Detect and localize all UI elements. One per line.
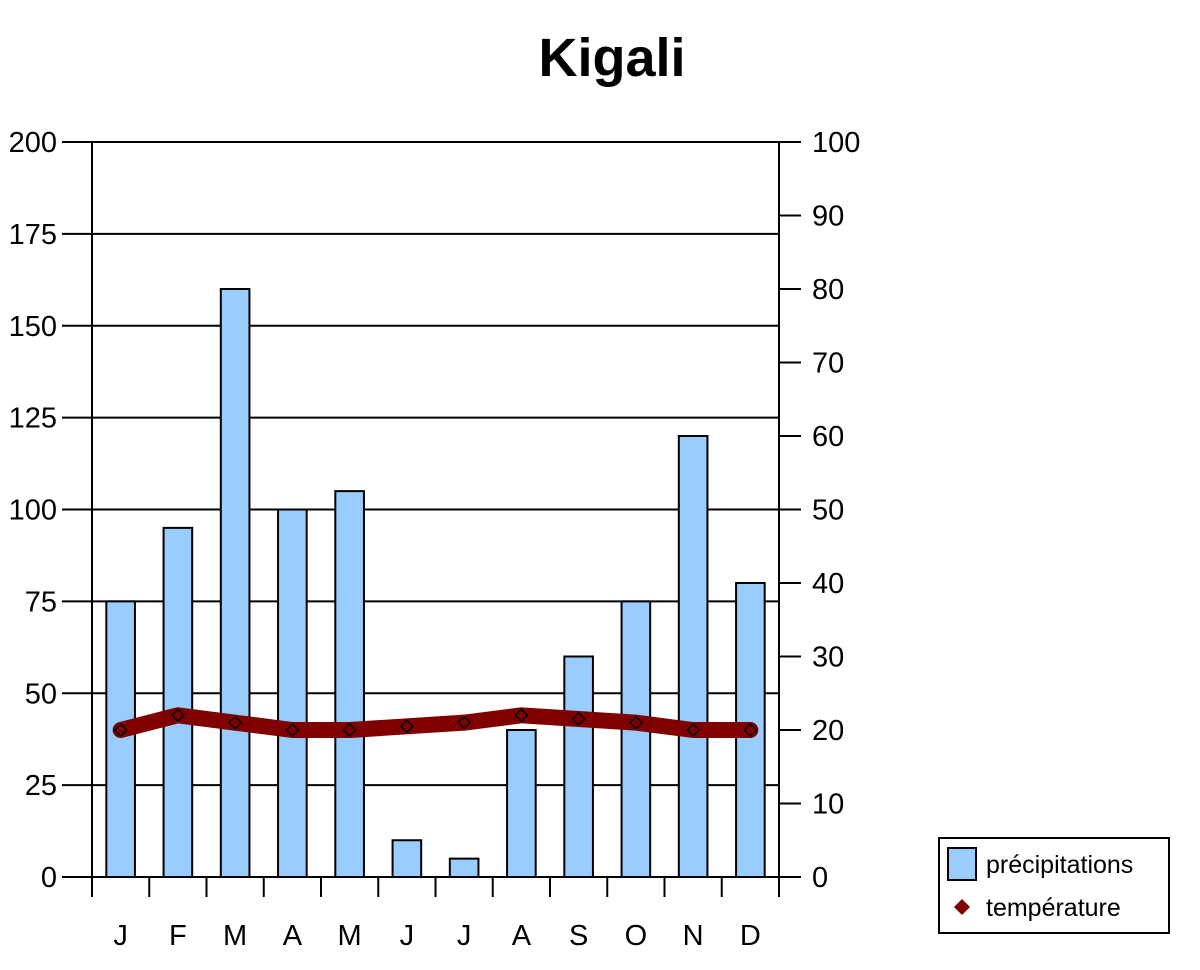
bar-precipitation [563,655,594,878]
temperature-point [457,715,472,730]
right-axis-tick-label: 90 [812,201,844,233]
left-axis-tick-label: 75 [25,586,57,618]
bar-precipitation [162,526,194,878]
right-axis-tick-label: 60 [812,421,844,453]
x-axis-tick-label: M [223,920,247,952]
bar-precipitation [677,435,709,878]
right-axis-tick-label: 50 [812,495,844,527]
bar-precipitation [448,857,480,878]
bar-precipitation [391,839,423,878]
temperature-line [112,707,759,738]
right-axis-tick-label: 30 [812,642,844,674]
legend-box [938,837,1170,934]
temperature-point [285,722,300,738]
temperature-point [686,722,701,738]
x-axis-tick-label: A [512,920,532,952]
x-axis-tick-label: S [569,920,588,952]
temperature-point [399,719,414,734]
left-axis-tick-label: 25 [25,770,57,802]
temperature-point [113,722,128,738]
right-axis-tick-label: 40 [812,568,844,600]
temperature-point [342,722,357,738]
bar-precipitation [620,600,652,878]
legend-swatch-precipitation [947,847,977,881]
legend-label-precipitation: précipitations [986,851,1133,879]
left-axis-tick-label: 50 [25,678,57,710]
x-axis-tick-label: N [683,920,704,952]
right-axis-tick-label: 10 [812,789,844,821]
right-axis-tick-label: 70 [812,348,844,380]
left-axis-tick-label: 175 [9,219,57,251]
temperature-point [514,708,529,723]
chart-title: Kigali [538,28,685,88]
x-axis-tick-label: D [740,920,761,952]
bar-precipitation [735,582,766,878]
left-axis-tick-label: 200 [9,127,57,159]
temperature-point [170,708,185,723]
x-axis-tick-label: A [283,920,303,952]
bar-precipitation [277,508,308,878]
bar-precipitation [506,729,537,878]
legend-label-temperature: température [986,894,1121,922]
right-axis-tick-label: 20 [812,715,844,747]
right-axis-tick-label: 0 [812,862,828,894]
left-axis-tick-label: 150 [9,311,57,343]
temperature-point [628,715,643,730]
right-axis-tick-label: 100 [812,127,860,159]
temperature-point [228,715,243,730]
right-axis-tick-label: 80 [812,274,844,306]
left-axis-tick-label: 125 [9,403,57,435]
x-axis-tick-label: J [400,920,415,952]
bar-precipitation [334,490,365,878]
temperature-point [743,722,758,738]
left-axis-tick-label: 100 [9,495,57,527]
x-axis-tick-label: J [113,920,128,952]
x-axis-tick-label: J [457,920,472,952]
legend-swatch-temperature [954,899,970,915]
x-axis-tick-label: F [169,920,187,952]
left-axis-tick-label: 0 [41,862,57,894]
bar-precipitation [219,288,251,878]
x-axis-tick-label: M [338,920,362,952]
temperature-point [571,711,586,727]
x-axis-tick-label: O [625,920,648,952]
bar-precipitation [105,600,136,878]
